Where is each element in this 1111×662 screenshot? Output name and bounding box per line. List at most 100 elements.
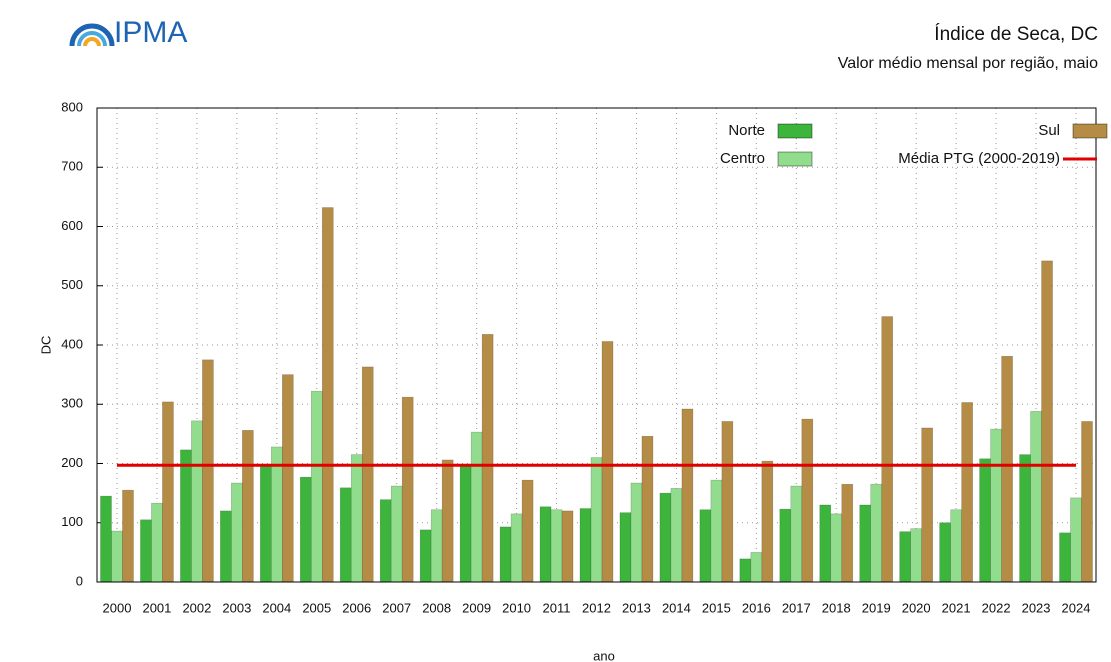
bar — [550, 509, 563, 583]
bar — [1001, 355, 1013, 583]
bar — [681, 408, 694, 583]
legend-label: Norte — [728, 122, 765, 139]
x-axis-label: ano — [593, 648, 615, 662]
bar — [481, 334, 494, 583]
y-tick-label: 300 — [61, 396, 83, 411]
y-tick-label: 200 — [61, 455, 83, 470]
bar — [641, 435, 654, 583]
y-tick-label: 800 — [61, 99, 83, 114]
bar — [231, 482, 243, 583]
bar — [299, 476, 312, 583]
bar — [619, 512, 632, 583]
y-tick-label: 100 — [61, 514, 83, 529]
bar — [220, 510, 232, 583]
chart-title: Índice de Seca, DC — [934, 24, 1098, 45]
bar — [459, 465, 472, 583]
bar — [271, 446, 283, 583]
bar — [819, 504, 832, 583]
chart-subtitle: Valor médio mensal por região, maio — [838, 55, 1098, 72]
bar — [430, 509, 443, 583]
x-tick-label: 2022 — [982, 600, 1011, 615]
bar — [242, 430, 254, 583]
x-tick-label: 2014 — [662, 600, 691, 615]
x-tick-label: 2015 — [702, 600, 731, 615]
bar — [1059, 532, 1071, 583]
x-tick-label: 2004 — [262, 600, 291, 615]
bar — [350, 454, 363, 583]
bar — [1041, 260, 1053, 583]
y-axis-label: DC — [38, 336, 53, 355]
x-tick-label: 2010 — [502, 600, 531, 615]
bar — [180, 449, 192, 583]
bar — [561, 510, 574, 583]
bar — [510, 513, 523, 583]
bar — [470, 431, 483, 583]
x-tick-label: 2016 — [742, 600, 771, 615]
bar — [841, 483, 854, 583]
y-tick-label: 0 — [76, 573, 83, 588]
bar — [202, 359, 214, 583]
bar — [790, 485, 803, 583]
x-tick-label: 2000 — [103, 600, 132, 615]
bar — [881, 316, 894, 583]
bar — [1081, 421, 1093, 583]
logo: IPMA — [69, 16, 187, 49]
x-tick-label: 2008 — [422, 600, 451, 615]
legend-label: Sul — [1038, 122, 1060, 139]
bar — [910, 528, 922, 583]
bar — [1070, 497, 1082, 583]
bar — [521, 479, 534, 583]
x-tick-label: 2023 — [1022, 600, 1051, 615]
legend-swatch — [1072, 123, 1108, 139]
x-tick-label: 2021 — [942, 600, 971, 615]
bar — [1030, 411, 1042, 583]
bar — [191, 420, 203, 583]
bar — [260, 464, 272, 583]
x-tick-label: 2018 — [822, 600, 851, 615]
bar — [579, 508, 592, 583]
plot-frame — [96, 107, 1097, 583]
bar — [961, 402, 973, 583]
legend-swatch — [777, 151, 813, 167]
x-tick-label: 2019 — [862, 600, 891, 615]
bar — [390, 485, 403, 583]
x-tick-label: 2005 — [302, 600, 331, 615]
bar — [859, 504, 872, 583]
x-tick-label: 2006 — [342, 600, 371, 615]
bar — [140, 519, 152, 583]
bar — [979, 458, 991, 583]
legend-label: Média PTG (2000-2019) — [898, 150, 1060, 167]
x-tick-label: 2012 — [582, 600, 611, 615]
bar — [339, 487, 352, 583]
bar — [899, 531, 911, 583]
x-tick-label: 2007 — [382, 600, 411, 615]
bar — [779, 508, 792, 583]
bar — [1019, 454, 1031, 583]
bar — [401, 396, 414, 583]
bar — [100, 495, 112, 583]
x-tick-label: 2009 — [462, 600, 491, 615]
bar — [699, 509, 712, 583]
x-tick-label: 2020 — [902, 600, 931, 615]
bar — [310, 390, 323, 583]
logo-text: IPMA — [114, 16, 187, 49]
y-tick-label: 700 — [61, 159, 83, 174]
bar — [601, 341, 614, 583]
bar — [670, 488, 683, 583]
legend-label: Centro — [720, 150, 765, 167]
bar — [830, 513, 843, 583]
bar — [379, 499, 392, 583]
bar — [870, 483, 883, 583]
bar — [361, 366, 374, 583]
x-tick-label: 2024 — [1062, 600, 1091, 615]
x-tick-label: 2003 — [222, 600, 251, 615]
x-tick-label: 2017 — [782, 600, 811, 615]
bar — [659, 492, 672, 583]
bar — [539, 506, 552, 583]
bar — [282, 374, 294, 583]
bar — [950, 509, 962, 583]
x-tick-label: 2002 — [182, 600, 211, 615]
bar — [750, 552, 763, 583]
bar — [801, 418, 814, 583]
